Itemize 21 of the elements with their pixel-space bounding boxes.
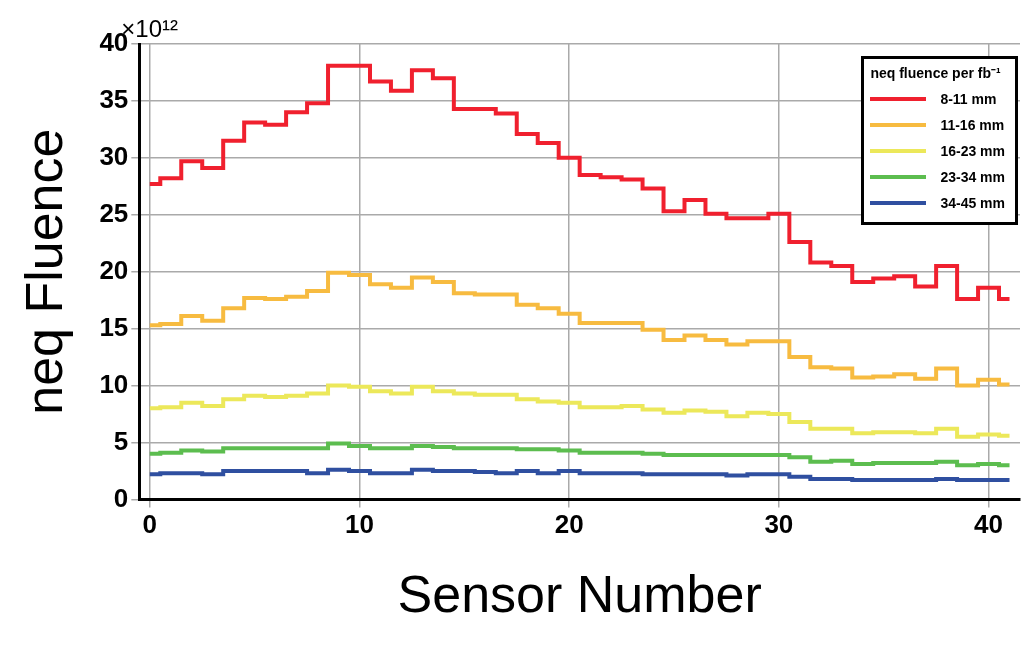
legend-label: 8-11 mm — [940, 91, 997, 107]
y-tick-label: 30 — [99, 141, 129, 172]
legend-title: neq fluence per fb⁻¹ — [870, 64, 1002, 82]
x-tick-label: 40 — [974, 509, 1004, 540]
x-tick-label: 0 — [142, 509, 158, 540]
x-axis-title: Sensor Number — [397, 565, 762, 624]
y-tick-label: 15 — [99, 311, 129, 342]
y-tick-label: 5 — [113, 425, 129, 456]
y-tick-label: 25 — [99, 197, 129, 228]
x-tick-label: 10 — [345, 509, 374, 540]
y-tick-label: 0 — [113, 482, 129, 513]
x-tick-label: 30 — [764, 509, 794, 540]
y-axis-title: neq Fluence — [14, 128, 73, 415]
legend-label: 34-45 mm — [940, 195, 1005, 211]
x-tick-label: 20 — [554, 509, 584, 540]
legend-label: 16-23 mm — [940, 143, 1005, 159]
y-tick-label: 35 — [99, 84, 129, 115]
y-tick-label: 10 — [99, 368, 129, 399]
y-tick-label: 20 — [99, 254, 129, 285]
legend-label: 11-16 mm — [940, 117, 1005, 133]
legend-label: 23-34 mm — [940, 169, 1005, 185]
